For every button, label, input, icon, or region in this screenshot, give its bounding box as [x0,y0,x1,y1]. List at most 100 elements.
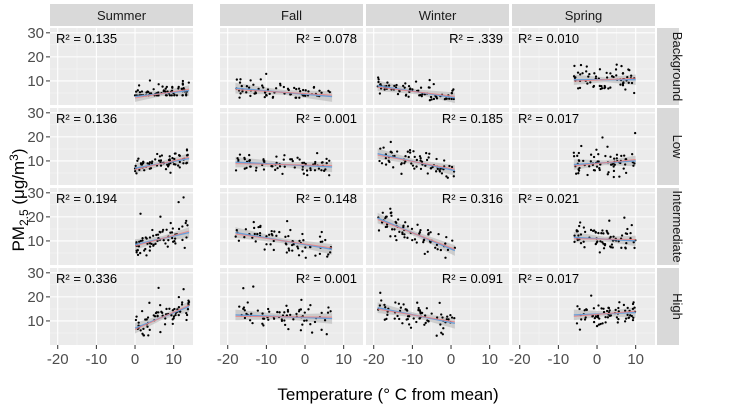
data-point [185,148,189,151]
data-point [325,161,328,165]
data-point [293,86,296,90]
data-point [429,167,433,170]
data-point [624,246,627,249]
data-point [163,323,167,326]
data-point [429,95,433,99]
data-point [161,85,164,88]
data-point [582,159,585,163]
data-point [425,158,429,162]
data-point [386,313,389,316]
data-point [424,321,427,325]
data-point [613,163,616,166]
data-point [275,234,278,237]
data-point [610,243,614,246]
x-tick-label: 10 [335,351,352,368]
data-point [407,155,410,159]
data-point [249,94,252,98]
data-point [297,254,301,257]
data-point [631,307,635,311]
data-point [256,232,259,236]
data-point [253,232,256,236]
data-point [149,167,153,170]
panel-high-summer: R² = 0.336 [50,268,193,345]
data-point [309,245,312,249]
trend-line-alt [134,156,190,171]
data-point [291,249,294,252]
panel-background-spring: R² = 0.010 [512,28,655,105]
data-point [450,97,453,101]
data-point [584,316,587,319]
data-point [383,88,386,91]
data-point [615,153,619,156]
data-point [136,159,139,162]
data-point [621,84,625,87]
data-point [633,246,636,250]
column-strip-summer: Summer [50,4,193,26]
data-point [389,235,392,238]
data-point [633,306,636,309]
data-point [144,236,147,239]
data-point [605,71,608,75]
data-point [589,160,593,163]
panel-intermediate-winter: R² = 0.316 [366,188,509,265]
data-point [284,235,287,238]
data-point [443,98,447,101]
data-point [622,303,626,307]
data-point [238,81,242,84]
data-point [164,317,167,320]
data-point [389,150,392,153]
data-point [589,153,593,156]
row-strip-intermediate: Intermediate [657,188,685,265]
data-point [177,227,181,231]
x-tick-label: -20 [47,351,69,368]
data-point [389,211,392,215]
data-point [238,305,241,308]
data-point [296,156,299,159]
data-point [238,96,241,99]
data-point [586,82,589,85]
data-point [420,160,424,163]
data-point [439,248,442,252]
x-tick-label: 0 [447,351,455,368]
data-point [171,227,174,230]
data-point [630,223,633,227]
data-point [285,219,289,223]
data-point [286,87,290,90]
y-tick-label: 30 [27,185,44,202]
data-point [296,247,300,250]
data-point [320,91,323,94]
data-point [161,311,164,314]
data-point [164,87,167,90]
data-point [573,76,577,80]
data-point [388,160,391,164]
data-point [416,223,419,226]
data-point [603,84,606,88]
data-point [320,169,323,172]
data-point [627,81,630,84]
data-point [302,172,305,175]
data-point [165,307,168,311]
data-point [593,229,596,232]
data-point [593,72,596,75]
data-point [617,306,620,310]
data-point [243,156,246,160]
data-point [384,163,388,166]
data-point [288,249,291,252]
data-point [621,72,625,75]
data-point [419,157,422,160]
data-point [632,301,635,304]
row-strip-high: High [657,268,685,345]
data-point [325,157,328,161]
row-strip-label: Intermediate [670,190,685,262]
data-point [291,159,294,163]
data-point [318,235,322,238]
data-point [185,318,188,322]
data-point [298,239,301,242]
data-point [242,306,246,309]
data-point [436,248,439,251]
data-point [595,241,598,244]
data-point [289,313,292,317]
x-tick-label: 10 [481,351,498,368]
data-point [256,309,259,312]
x-tick-label: -10 [548,351,570,368]
